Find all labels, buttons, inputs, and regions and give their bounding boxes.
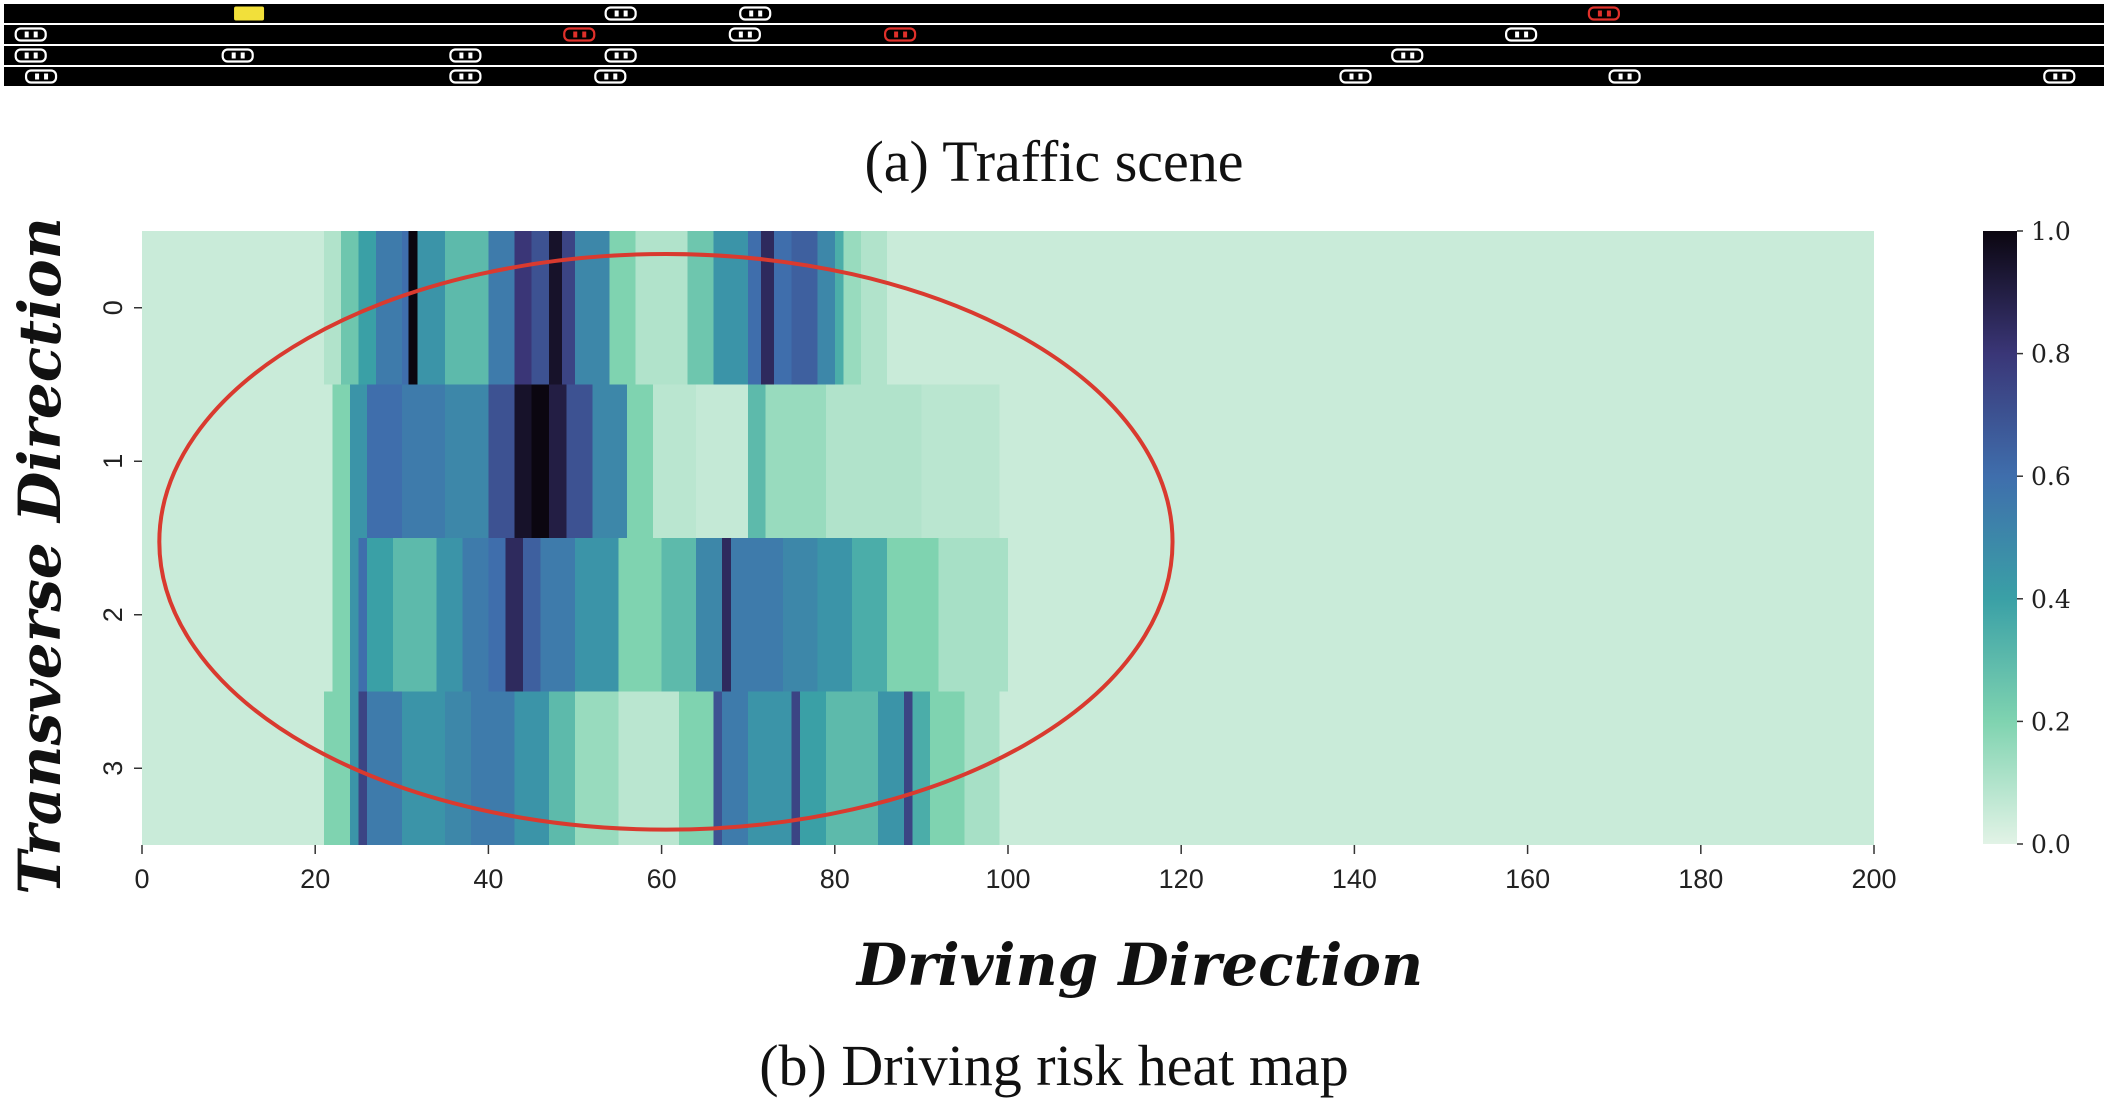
colorbar-tick-label: 1.0 <box>2031 217 2071 246</box>
traffic-scene-caption: (a) Traffic scene <box>864 129 1244 194</box>
x-tick-label: 160 <box>1505 864 1550 894</box>
x-tick-label: 120 <box>1159 864 1204 894</box>
x-tick-label: 80 <box>820 864 850 894</box>
y-tick-label: 2 <box>98 607 128 622</box>
lane-divider <box>4 23 2104 25</box>
heatmap-row-lane-2 <box>142 538 1874 692</box>
x-tick-label: 200 <box>1851 864 1896 894</box>
road-lane <box>4 4 2104 23</box>
colorbar: 0.0 0.2 0.4 0.6 0.8 1.0 <box>1983 217 2071 859</box>
vehicle <box>24 69 58 84</box>
heatmap-row-lane-3 <box>142 691 1874 845</box>
y-tick-label: 3 <box>98 761 128 776</box>
vehicle <box>594 69 627 84</box>
road-lane <box>4 67 2104 86</box>
x-tick-label: 100 <box>985 864 1030 894</box>
vehicle <box>604 48 637 63</box>
vehicle <box>728 27 761 42</box>
x-tick-label: 140 <box>1332 864 1377 894</box>
x-tick-label: 40 <box>473 864 503 894</box>
y-tick-label: 1 <box>98 454 128 469</box>
vehicle <box>2043 69 2076 84</box>
vehicle <box>1339 69 1372 84</box>
vehicle <box>14 48 47 63</box>
road-lane <box>4 46 2104 65</box>
vehicle <box>1608 69 1641 84</box>
risk-region-ellipse <box>157 252 1175 832</box>
road-lane <box>4 25 2104 44</box>
x-tick-label: 180 <box>1678 864 1723 894</box>
risk-vehicle <box>1587 6 1621 21</box>
ego-vehicle <box>234 6 265 21</box>
colorbar-tick-label: 0.0 <box>2031 830 2071 859</box>
x-tick-label: 20 <box>300 864 330 894</box>
heatmap-caption: (b) Driving risk heat map <box>759 1033 1349 1098</box>
vehicle <box>1391 48 1424 63</box>
vehicle <box>14 27 47 42</box>
vehicle <box>221 48 254 63</box>
colorbar-tick-label: 0.2 <box>2031 707 2071 736</box>
heatmap-row-lane-1 <box>142 384 1874 538</box>
x-tick-label: 60 <box>647 864 677 894</box>
vehicle <box>449 48 482 63</box>
vehicle <box>739 6 772 21</box>
x-axis: 0 20 40 60 80 100 120 140 160 180 200 <box>134 845 1897 894</box>
y-axis-title: Transverse Direction <box>6 217 74 895</box>
lane-divider <box>4 44 2104 46</box>
vehicle <box>1504 27 1538 42</box>
heatmap-cells <box>142 231 1874 845</box>
lane-divider <box>4 65 2104 67</box>
heatmap-row-lane-0 <box>142 231 1874 385</box>
x-axis-title: Driving Direction <box>855 931 1423 999</box>
vehicle <box>449 69 482 84</box>
vehicle <box>604 6 637 21</box>
colorbar-tick-label: 0.6 <box>2031 462 2071 491</box>
y-axis: 0 1 2 3 <box>98 300 142 776</box>
colorbar-tick-label: 0.8 <box>2031 340 2071 369</box>
x-tick-label: 0 <box>134 864 149 894</box>
colorbar-tick-label: 0.4 <box>2031 585 2071 614</box>
colorbar-gradient <box>1983 231 2017 844</box>
traffic-scene <box>4 4 2104 86</box>
y-tick-label: 0 <box>98 300 128 315</box>
risk-vehicle <box>563 27 596 42</box>
risk-vehicle <box>883 27 917 42</box>
